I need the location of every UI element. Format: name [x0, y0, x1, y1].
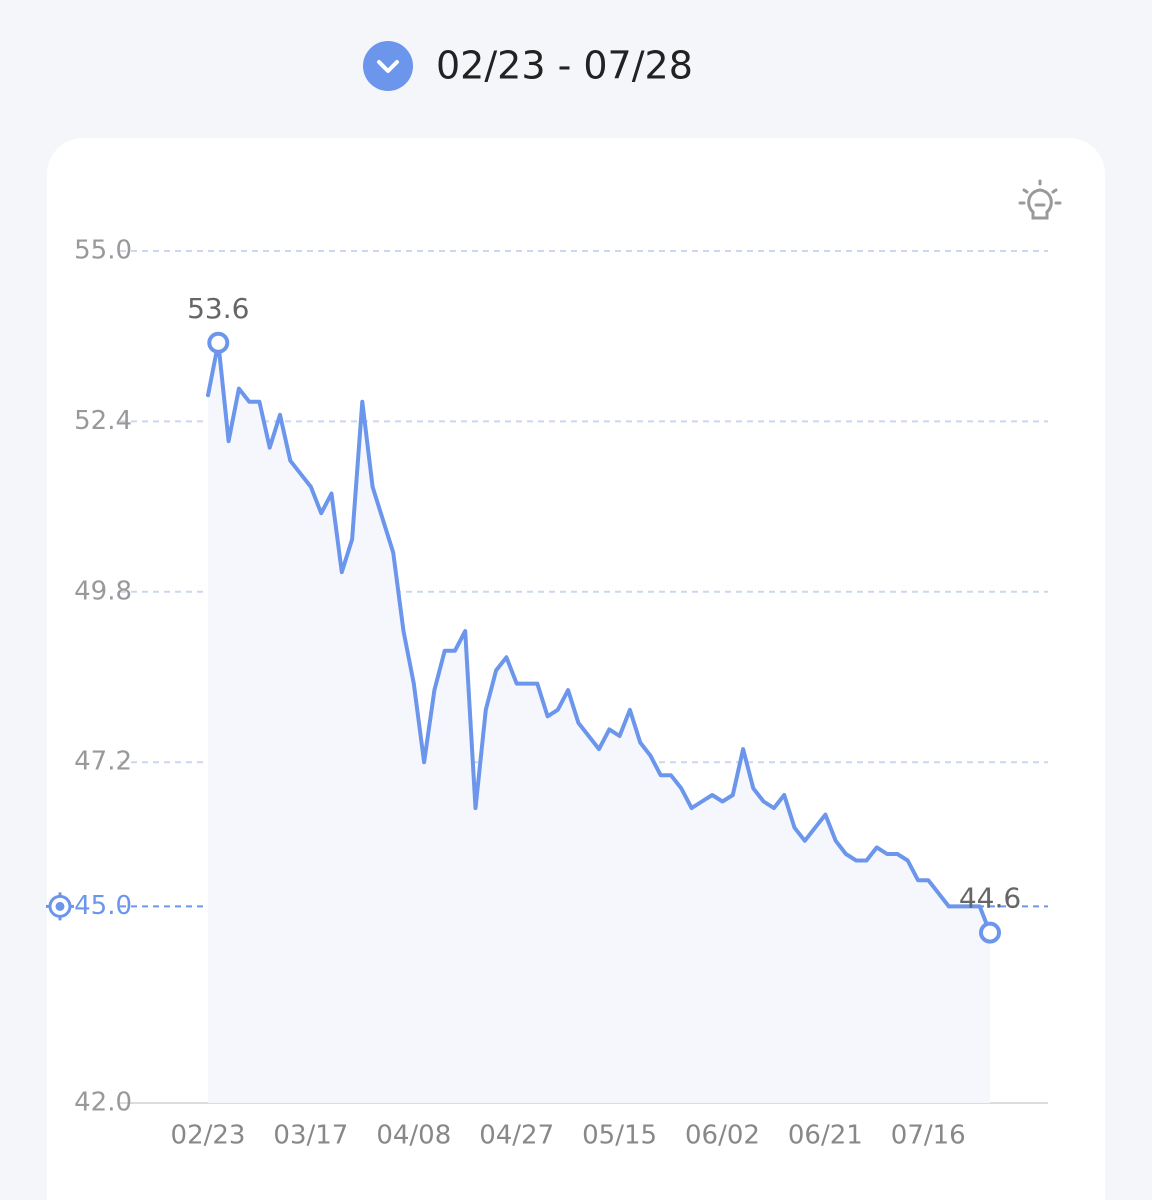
bulb[interactable]	[1027, 188, 1053, 220]
x-tick-label: 04/08	[376, 1121, 451, 1151]
x-tick-label: 02/23	[171, 1121, 246, 1151]
bulb-ray	[1022, 188, 1029, 194]
x-tick-label: 05/15	[582, 1121, 657, 1151]
y-tick-label: 42.0	[74, 1088, 132, 1118]
y-tick-label: 52.4	[74, 406, 132, 436]
x-tick-label: 07/16	[891, 1121, 966, 1151]
bulb-ray	[1051, 188, 1058, 194]
value-label: 53.6	[187, 292, 249, 325]
area	[208, 342, 990, 1103]
value-label: 44.6	[959, 882, 1021, 915]
highlight-point	[207, 331, 230, 354]
x-tick-label: 04/27	[479, 1121, 554, 1151]
chevron-icon	[377, 60, 399, 73]
target-icon	[46, 892, 74, 921]
y-tick-label: 55.0	[74, 236, 132, 266]
y-tick-label: 47.2	[74, 747, 132, 777]
line	[206, 340, 992, 935]
y-tick-label: 49.8	[74, 576, 132, 606]
dropdown-button[interactable]	[363, 41, 413, 91]
target-label: 45.0	[74, 891, 132, 921]
x-tick-label: 06/02	[685, 1121, 760, 1151]
date-range[interactable]: 02/23 - 07/28	[436, 44, 693, 88]
tip-icon[interactable]	[1018, 179, 1062, 220]
date-range-toggle[interactable]: 02/23 - 07/28	[363, 41, 693, 91]
highlight-point	[979, 921, 1001, 944]
x-tick-label: 03/17	[273, 1121, 348, 1151]
x-tick-label: 06/21	[788, 1121, 863, 1151]
